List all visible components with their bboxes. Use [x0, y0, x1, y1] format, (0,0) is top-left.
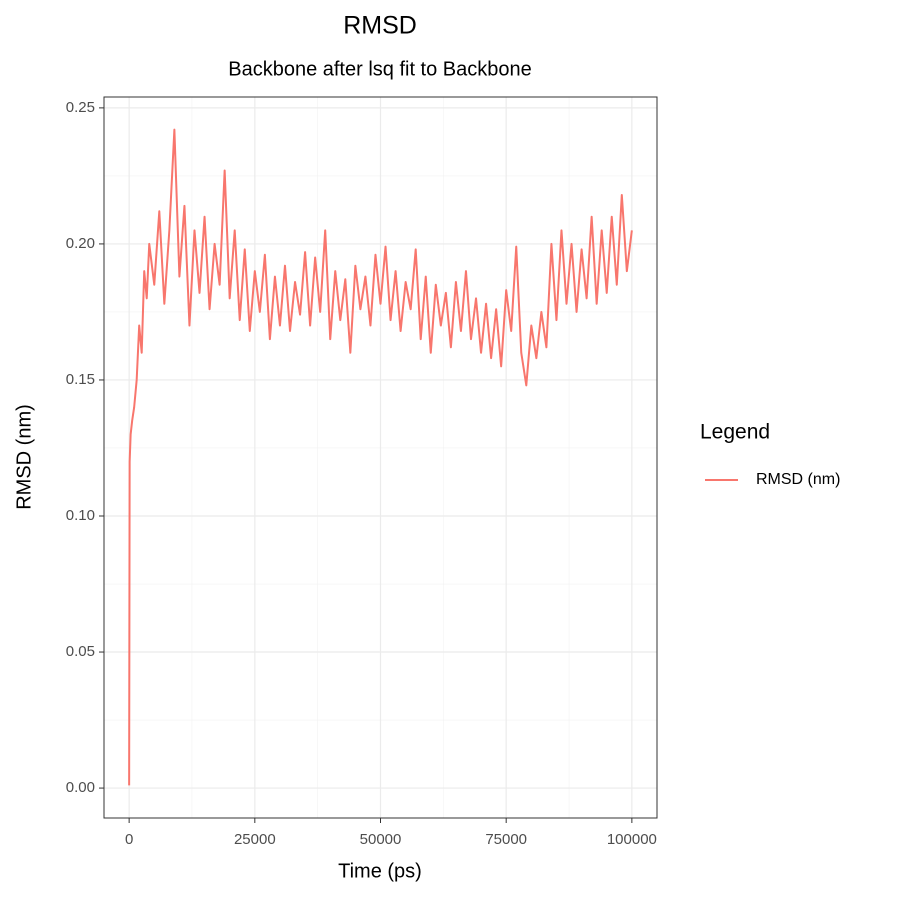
- legend-label: RMSD (nm): [756, 471, 840, 488]
- chart-subtitle: Backbone after lsq fit to Backbone: [228, 58, 532, 80]
- y-tick-label: 0.05: [66, 643, 95, 660]
- y-tick-label: 0.15: [66, 371, 95, 388]
- x-tick-label: 75000: [485, 831, 527, 848]
- y-tick-label: 0.25: [66, 99, 95, 116]
- data-line: [128, 128, 633, 786]
- x-tick-label: 25000: [234, 831, 276, 848]
- x-tick-label: 50000: [360, 831, 402, 848]
- x-tick-label: 0: [125, 831, 133, 848]
- chart-title: RMSD: [343, 12, 417, 40]
- y-axis-title: RMSD (nm): [13, 404, 35, 510]
- legend-title: Legend: [700, 421, 770, 444]
- y-tick-label: 0.20: [66, 235, 95, 252]
- y-tick-label: 0.10: [66, 507, 95, 524]
- x-tick-label: 100000: [607, 831, 657, 848]
- panel-border: [103, 96, 658, 819]
- x-axis-title: Time (ps): [338, 860, 422, 882]
- y-tick-label: 0.00: [66, 779, 95, 796]
